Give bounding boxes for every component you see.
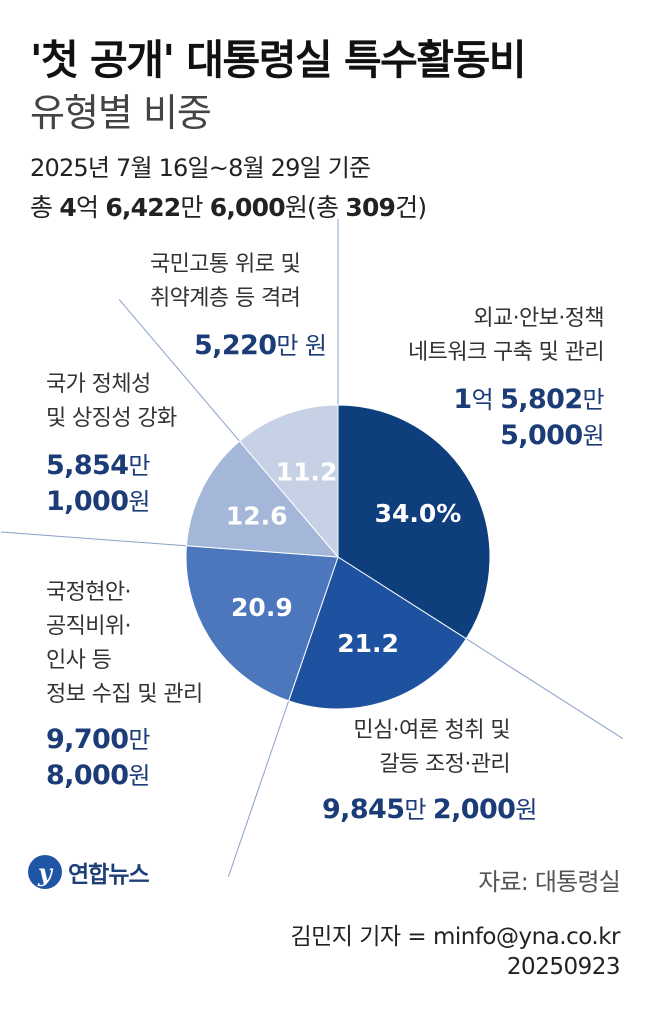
yonhap-logo: y 연합뉴스 [28,855,150,889]
slice-intelligence-value: 20.9 [231,593,293,622]
slice-public-opinion-value: 21.2 [337,629,399,658]
slice-diplomacy [337,404,491,640]
date-stamp: 20250923 [506,954,621,980]
slice-consolation [238,404,339,559]
chart-subtitle: 유형별 비중 [30,91,212,135]
source-text: 자료: 대통령실 [478,868,621,896]
slice-public-opinion [288,556,467,710]
slice-amount-public-opinion: 9,845만 2,000원 [322,794,537,825]
slice-label-identity: 국가 정체성 및 상징성 강화 5,854만 1,000원 [46,372,177,517]
slice-label-diplomacy: 외교·안보·정책 네트워크 구축 및 관리 1억 5,802만 5,000원 [408,306,605,451]
chart-title: '첫 공개' 대통령실 특수활동비 [30,36,527,84]
yonhap-logo-text: 연합뉴스 [68,862,150,888]
total-text: 총 4억 6,422만 6,000원(총 309건) [30,193,427,222]
slice-diplomacy-value: 34.0% [375,499,462,528]
slice-label-intelligence: 국정현안· 공직비위· 인사 등 정보 수집 및 관리 9,700만 8,000… [46,580,203,791]
byline: 김민지 기자 = minfo@yna.co.kr [290,924,620,950]
slice-identity [185,440,340,558]
slice-identity-value: 12.6 [226,502,288,531]
slice-label-consolation: 국민고통 위로 및 취약계층 등 격려 5,220만 원 [150,252,327,361]
period-text: 2025년 7월 16일~8월 29일 기준 [30,154,371,182]
slice-consolation-value: 11.2 [276,457,338,486]
yonhap-logo-icon: y [28,855,62,889]
credit: 김민지 기자 = minfo@yna.co.kr 20250923 [290,922,620,982]
slice-label-public-opinion: 민심·여론 청취 및 갈등 조정·관리 [353,718,510,777]
slice-intelligence [185,545,339,702]
